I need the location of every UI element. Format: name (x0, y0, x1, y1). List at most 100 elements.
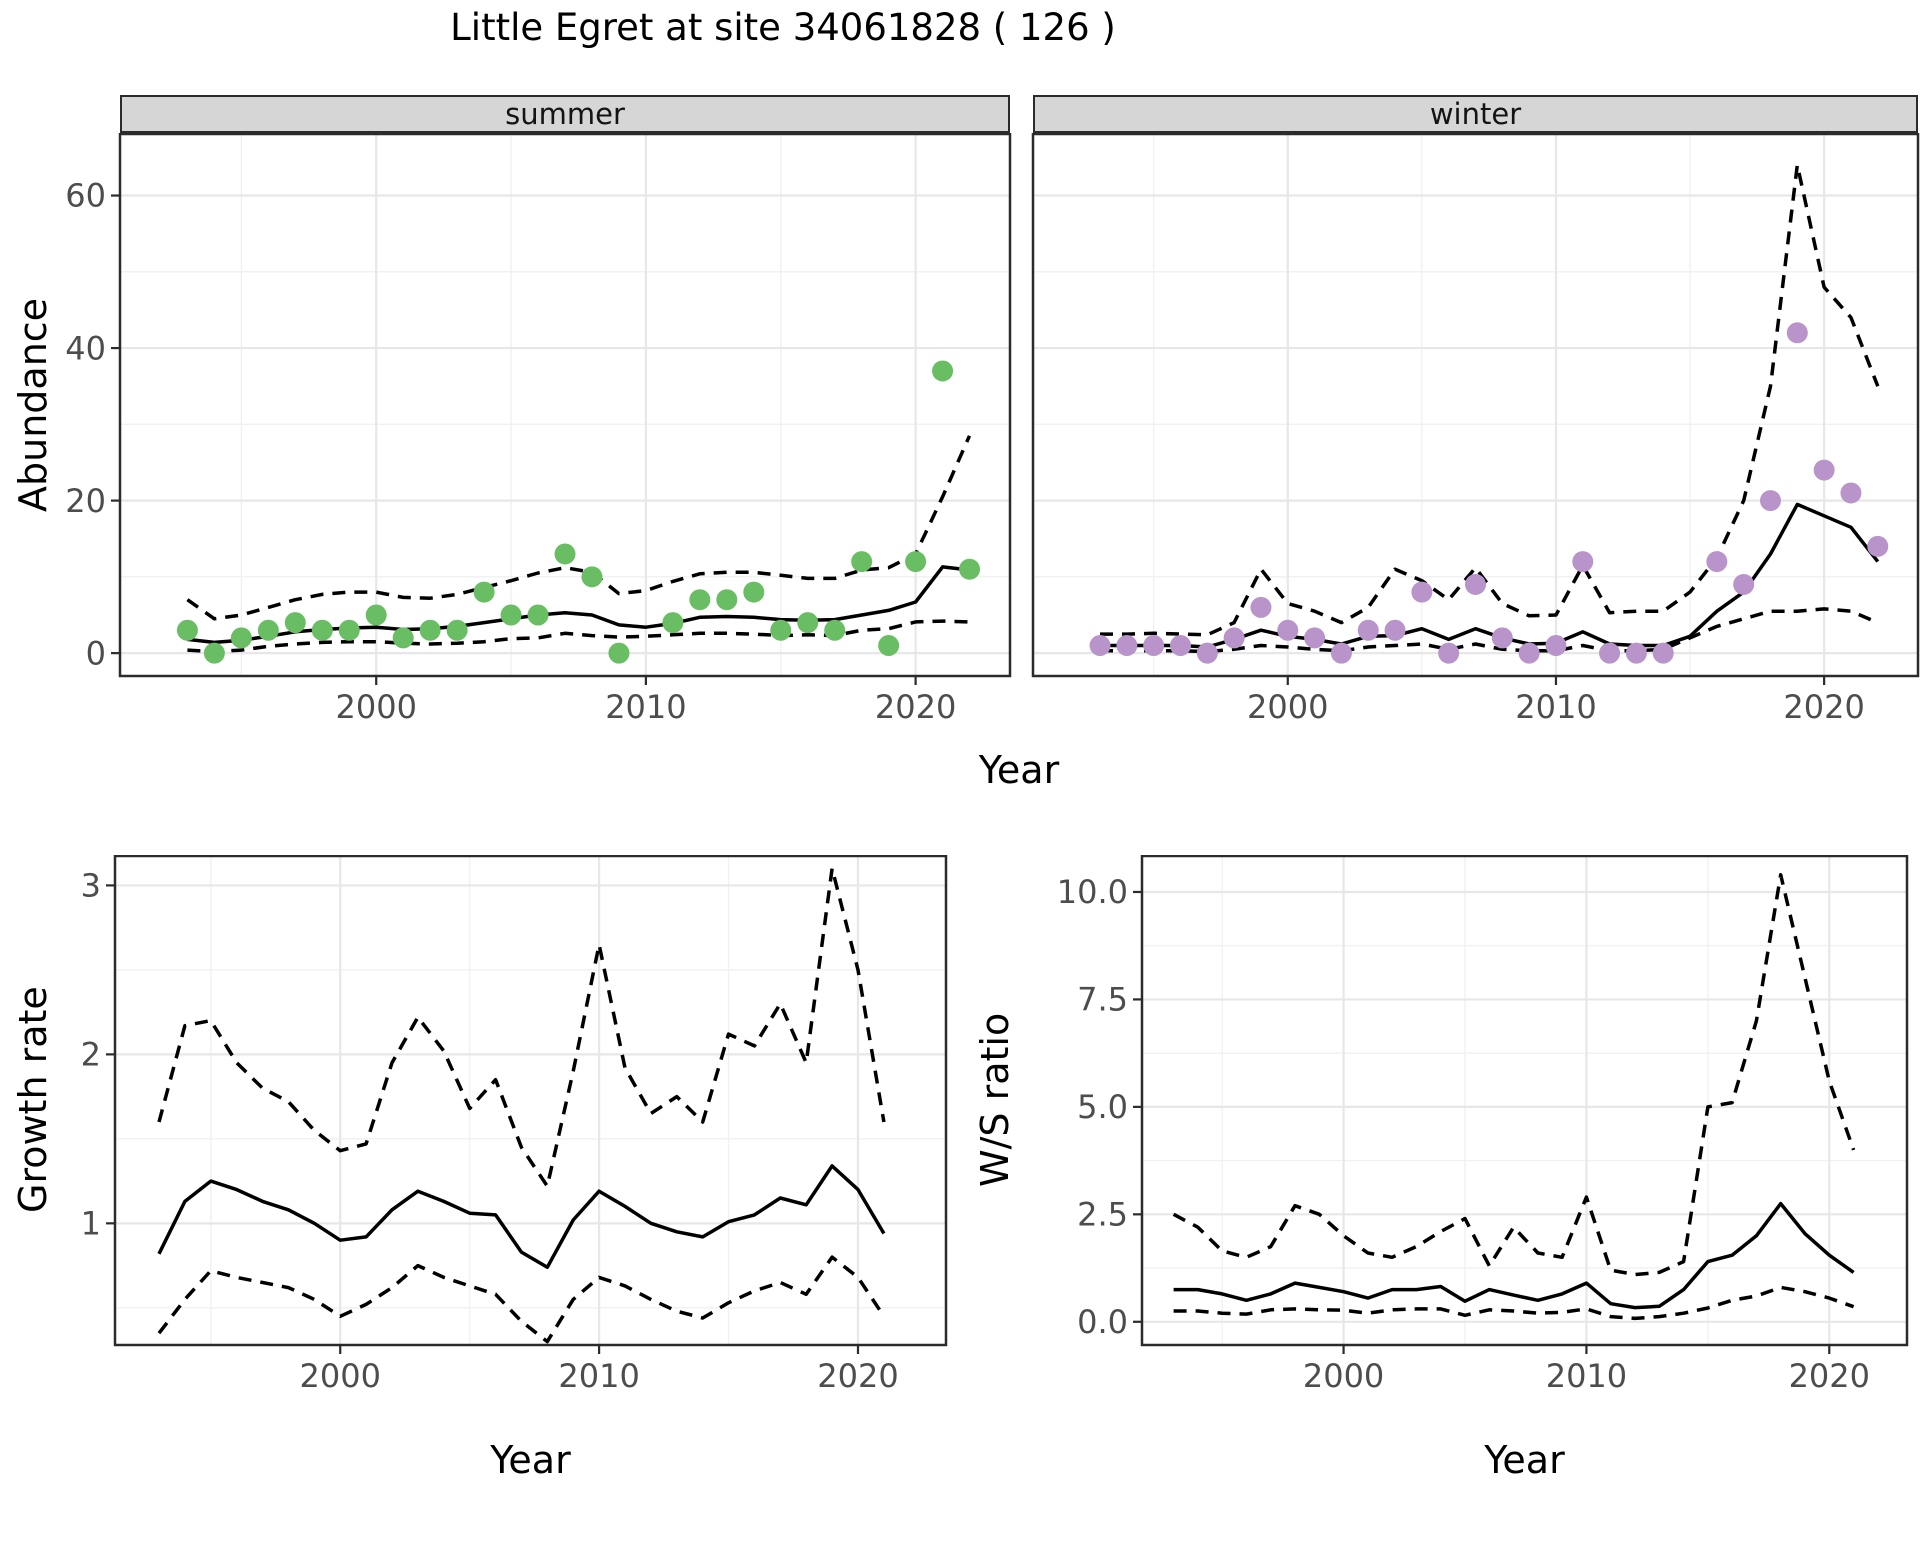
upper-ci-line (1172, 873, 1856, 1277)
data-point (689, 589, 711, 611)
data-point (905, 551, 927, 573)
fit-line (1100, 502, 1880, 649)
panel-border (118, 133, 1012, 678)
lower-ci-line (157, 1255, 886, 1344)
ws-ratio-x-axis-title: Year (1484, 1438, 1565, 1482)
data-point (257, 619, 279, 641)
data-point (1465, 573, 1486, 595)
data-point (797, 612, 819, 634)
y-tick-label: 20 (65, 482, 106, 520)
data-point (743, 581, 765, 603)
data-point (527, 604, 549, 626)
data-point (1438, 642, 1460, 664)
upper-ci-line (157, 866, 886, 1188)
x-tick-label: 2020 (1789, 1357, 1870, 1395)
data-point (203, 642, 225, 664)
data-point (1116, 634, 1138, 656)
x-tick-label: 2020 (875, 688, 956, 726)
data-point (392, 627, 414, 649)
data-point (554, 543, 576, 565)
x-tick-label: 2020 (817, 1357, 898, 1395)
data-point (1625, 642, 1647, 664)
facet-strip-summer: summer (120, 95, 1010, 133)
data-point (1089, 634, 1111, 656)
ws-ratio-panel: 2000 2010 2020 0.0 2.5 5.0 7.5 10.0 (1057, 855, 1909, 1395)
abundance-x-axis-title: Year (978, 748, 1060, 792)
data-point (284, 612, 306, 634)
data-point (1330, 642, 1352, 664)
data-point (1867, 535, 1889, 557)
growth-rate-panel: 2000 2010 2020 1 2 3 (81, 855, 948, 1395)
data-point (662, 612, 684, 634)
data-point (338, 619, 360, 641)
y-tick-label: 10.0 (1057, 873, 1128, 911)
y-tick-label: 5.0 (1077, 1088, 1128, 1126)
data-point (419, 619, 441, 641)
data-point (500, 604, 522, 626)
data-point (176, 619, 198, 641)
data-point (716, 589, 738, 611)
data-point (1518, 642, 1540, 664)
data-point (824, 619, 846, 641)
lower-ci-line (1173, 1285, 1855, 1321)
fit-line (1173, 1201, 1855, 1310)
data-point (770, 619, 792, 641)
data-point (1813, 459, 1835, 481)
data-point (1599, 642, 1621, 664)
data-point (1143, 634, 1165, 656)
data-point (878, 634, 900, 656)
facet-strip-winter-label: winter (1429, 97, 1522, 131)
data-point (1491, 627, 1513, 649)
x-tick-label: 2010 (1515, 688, 1596, 726)
x-tick-label: 2010 (1546, 1357, 1627, 1395)
data-point (1196, 642, 1218, 664)
x-tick-label: 2010 (558, 1357, 639, 1395)
data-point (230, 627, 252, 649)
data-point (1277, 619, 1299, 641)
upper-ci-line (1100, 163, 1880, 637)
y-tick-label: 40 (65, 329, 106, 367)
data-point (311, 619, 333, 641)
data-point (1706, 551, 1728, 573)
data-point (1840, 482, 1862, 504)
data-point (1384, 619, 1406, 641)
facet-strip-winter: winter (1033, 95, 1918, 133)
data-point (1786, 322, 1808, 344)
upper-ci-line (186, 435, 972, 621)
y-tick-label: 7.5 (1077, 981, 1128, 1019)
data-point (1357, 619, 1379, 641)
x-tick-label: 2000 (300, 1357, 381, 1395)
abundance-summer-panel: 2000 2010 2020 0 20 40 60 (65, 133, 1012, 726)
data-point (1760, 490, 1781, 512)
growth-rate-x-axis-title: Year (490, 1438, 571, 1482)
x-tick-label: 2000 (1303, 1357, 1384, 1395)
y-tick-label: 3 (81, 867, 101, 905)
y-tick-label: 2.5 (1077, 1196, 1128, 1234)
data-point (581, 566, 603, 588)
data-point (1304, 627, 1326, 649)
data-point (1170, 634, 1191, 656)
data-point (1250, 596, 1272, 618)
facet-strip-summer-label: summer (505, 97, 625, 131)
panel-border (113, 855, 948, 1347)
data-point (446, 619, 468, 641)
fit-line (157, 1164, 886, 1270)
data-point (1223, 627, 1245, 649)
data-point (473, 581, 495, 603)
y-tick-label: 1 (81, 1205, 101, 1243)
data-point (365, 604, 387, 626)
data-point (932, 360, 954, 382)
y-tick-label: 2 (81, 1036, 101, 1074)
data-point (1545, 634, 1567, 656)
y-tick-label: 60 (65, 177, 106, 215)
data-point (1572, 551, 1594, 573)
y-tick-label: 0 (86, 634, 106, 672)
x-tick-label: 2020 (1783, 688, 1864, 726)
panel-border (1140, 855, 1909, 1347)
y-tick-label: 0.0 (1077, 1303, 1128, 1341)
data-point (959, 558, 981, 580)
abundance-winter-panel: 2000 2010 2020 (1031, 133, 1920, 726)
plot-title: Little Egret at site 34061828 ( 126 ) (450, 6, 1116, 49)
x-tick-label: 2000 (1247, 688, 1328, 726)
